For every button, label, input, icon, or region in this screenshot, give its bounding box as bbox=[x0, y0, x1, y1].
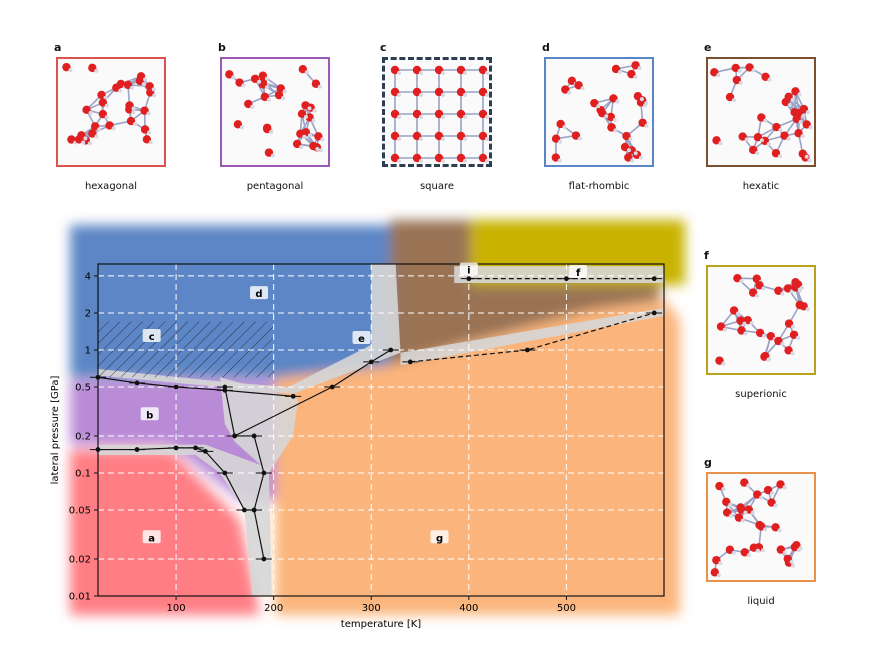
panel-letter-a: a bbox=[54, 41, 62, 54]
data-point-2-4 bbox=[251, 507, 257, 513]
x-tick-label-100: 100 bbox=[167, 603, 186, 614]
region-e-hexatic bbox=[390, 220, 660, 365]
data-point-2-2 bbox=[251, 433, 257, 439]
panel-letter-c: c bbox=[380, 41, 387, 54]
region-label-g: g bbox=[436, 533, 443, 544]
data-point-3-3 bbox=[388, 347, 394, 353]
region-label-bg-e bbox=[352, 331, 371, 345]
y-tick-label-0.1: 0.1 bbox=[75, 468, 91, 479]
panel-caption-e: hexatic bbox=[742, 181, 780, 192]
x-tick-label-500: 500 bbox=[557, 603, 576, 614]
region-label-c: c bbox=[149, 332, 155, 343]
panel-caption-g: liquid bbox=[747, 596, 775, 607]
structure-image-hexagonal bbox=[56, 57, 166, 167]
y-tick-label-0.01: 0.01 bbox=[69, 592, 91, 603]
panel-caption-d: flat-rhombic bbox=[568, 181, 630, 192]
structure-image-superionic bbox=[706, 265, 816, 375]
data-point-3-1 bbox=[329, 384, 335, 390]
region-label-bg-d bbox=[250, 286, 269, 300]
panel-caption-c: square bbox=[419, 181, 455, 192]
data-point-4-2 bbox=[651, 310, 657, 316]
data-point-2-0 bbox=[222, 384, 228, 390]
y-tick-label-2: 2 bbox=[85, 308, 91, 319]
data-point-5-0 bbox=[466, 276, 472, 282]
data-point-5-1 bbox=[564, 276, 569, 282]
region-label-bg-b bbox=[140, 407, 159, 421]
structure-image-square bbox=[382, 57, 492, 167]
data-point-1-1 bbox=[134, 447, 140, 452]
data-point-0-1 bbox=[134, 380, 140, 386]
panel-letter-g: g bbox=[704, 456, 712, 469]
panel-caption-a: hexagonal bbox=[84, 181, 138, 192]
structure-image-flat-rhombic bbox=[544, 57, 654, 167]
data-point-1-4 bbox=[202, 448, 208, 454]
y-axis-label: lateral pressure [GPa] bbox=[50, 375, 61, 484]
region-c-square-hatch bbox=[98, 321, 274, 378]
y-tick-label-1: 1 bbox=[85, 345, 91, 356]
structure-image-hexatic bbox=[706, 57, 816, 167]
series-line-3 bbox=[234, 349, 392, 437]
y-tick-label-0.2: 0.2 bbox=[75, 431, 91, 442]
y-tick-label-0.02: 0.02 bbox=[69, 554, 91, 565]
data-point-1-5 bbox=[222, 470, 228, 476]
region-a-hexagonal bbox=[70, 450, 260, 615]
structure-image-liquid bbox=[706, 472, 816, 582]
data-point-4-1 bbox=[524, 347, 530, 353]
region-label-bg-g bbox=[430, 530, 449, 544]
panel-caption-f: superionic bbox=[735, 389, 787, 400]
data-point-0-2 bbox=[173, 384, 179, 390]
region-label-bg-a bbox=[142, 530, 161, 544]
panel-letter-f: f bbox=[704, 249, 709, 262]
region-label-f: f bbox=[576, 268, 581, 279]
region-label-i: i bbox=[467, 266, 470, 277]
coexistence-bands bbox=[98, 264, 664, 596]
y-tick-label-0.05: 0.05 bbox=[69, 506, 91, 517]
region-label-a: a bbox=[148, 533, 155, 544]
structure-image-pentagonal bbox=[220, 57, 330, 167]
region-g-liquid bbox=[275, 300, 680, 615]
x-tick-label-400: 400 bbox=[459, 603, 478, 614]
data-point-1-3 bbox=[193, 445, 198, 451]
x-tick-label-200: 200 bbox=[264, 603, 283, 614]
data-point-1-6 bbox=[241, 507, 247, 513]
data-point-0-0 bbox=[95, 374, 101, 380]
y-tick-label-0.5: 0.5 bbox=[75, 383, 91, 394]
region-label-b: b bbox=[146, 410, 153, 421]
data-point-4-0 bbox=[407, 359, 413, 365]
data-point-3-2 bbox=[368, 359, 374, 365]
data-point-1-8 bbox=[261, 556, 267, 562]
region-label-bg-i bbox=[459, 262, 478, 276]
data-point-0-4 bbox=[290, 393, 296, 399]
data-point-1-0 bbox=[95, 447, 101, 452]
region-label-d: d bbox=[255, 289, 262, 300]
data-point-3-0 bbox=[232, 433, 238, 439]
region-label-bg-f bbox=[569, 265, 588, 279]
band-lower bbox=[98, 444, 272, 596]
x-axis-label: temperature [K] bbox=[341, 619, 421, 630]
x-tick-label-300: 300 bbox=[362, 603, 381, 614]
y-tick-label-4: 4 bbox=[85, 271, 91, 282]
plot-frame bbox=[97, 263, 665, 597]
band-mid bbox=[219, 377, 299, 473]
region-label-bg-c bbox=[142, 328, 161, 342]
band-f bbox=[454, 266, 664, 284]
panel-letter-b: b bbox=[218, 41, 226, 54]
data-point-5-2 bbox=[651, 276, 657, 282]
panel-letter-e: e bbox=[704, 41, 712, 54]
band-e-g bbox=[400, 307, 664, 366]
panel-letter-d: d bbox=[542, 41, 550, 54]
region-label-e: e bbox=[358, 334, 365, 345]
panel-caption-b: pentagonal bbox=[246, 181, 304, 192]
data-point-2-3 bbox=[261, 470, 267, 476]
data-point-1-2 bbox=[173, 445, 179, 451]
